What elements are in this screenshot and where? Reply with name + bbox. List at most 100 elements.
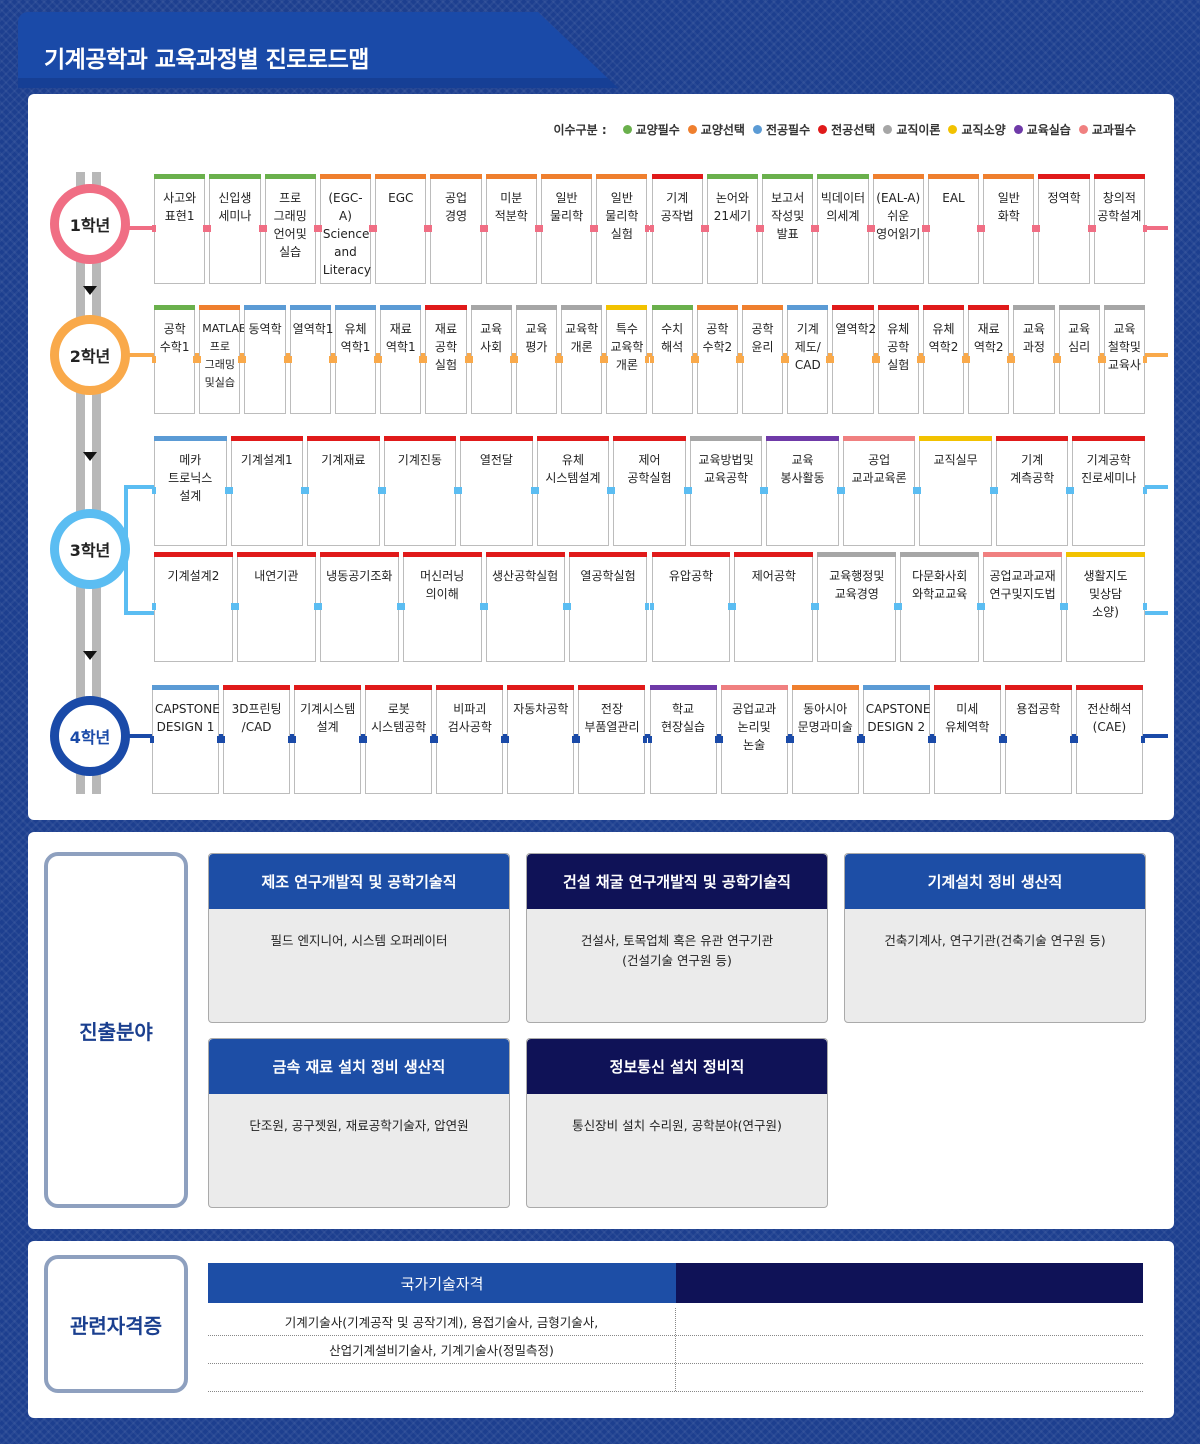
course-name-line: DESIGN 1: [156, 720, 215, 734]
careers-label-box: 진출분야: [44, 852, 188, 1208]
course-name-line: 교육공학: [703, 471, 749, 485]
course-category-bar: [877, 305, 919, 310]
course-category-bar: [383, 436, 457, 441]
course-category-bar: [1013, 305, 1055, 310]
cert-row: 기계기술사(기계공작 및 공작기계), 용접기술사, 금형기술사,: [208, 1308, 1143, 1336]
connector-nub: [993, 487, 998, 494]
year-3a-line: [124, 485, 154, 489]
course-category-bar: [568, 552, 648, 557]
connector-nub: [262, 225, 267, 232]
course-card: 빅데이터 의세계: [815, 174, 871, 284]
course-category-bar: [817, 552, 897, 557]
connector-nub: [649, 603, 654, 610]
year-1-label: 1학년: [69, 216, 111, 235]
course-name-line: 보고서: [771, 191, 805, 205]
course-name-line: 용접공학: [1016, 702, 1061, 716]
course-category-bar: [154, 436, 227, 441]
connector-nub: [374, 356, 379, 363]
course-name-line: 공학: [434, 340, 458, 354]
course-card: (EAL-A) 쉬운 영어읽기: [870, 174, 926, 284]
course-name-line: 트로닉스: [168, 471, 213, 485]
connector-nub: [317, 225, 322, 232]
course-card: 열역학2: [830, 305, 876, 414]
course-category-bar: [485, 552, 565, 557]
course-category-bar: [983, 552, 1063, 557]
connector-nub: [479, 225, 484, 232]
connector-nub: [728, 603, 733, 610]
connector-nub: [764, 487, 769, 494]
connector-nub: [576, 736, 581, 743]
course-card: 유압공학: [649, 552, 733, 662]
course-category-bar: [995, 436, 1069, 441]
course-name-line: 기계설계2: [167, 569, 220, 583]
course-name-line: 부품열관리: [584, 720, 640, 734]
connector-nub: [966, 356, 971, 363]
course-card: 머신러닝 의이해: [400, 552, 484, 662]
course-category-bar: [919, 436, 992, 441]
connector-nub: [509, 356, 514, 363]
connector-nub: [381, 487, 386, 494]
course-category-bar: [832, 305, 874, 310]
course-name-line: 언어및: [273, 227, 307, 241]
course-category-bar: [933, 685, 1001, 690]
career-title: 제조 연구개발직 및 공학기술직: [209, 854, 509, 909]
course-category-bar: [199, 305, 241, 310]
course-card: 전산해석 (CAE): [1073, 685, 1145, 794]
connector-nub: [369, 225, 374, 232]
connector-nub: [815, 603, 820, 610]
course-card: 교육행정및 교육경영: [815, 552, 899, 662]
course-category-bar: [375, 174, 427, 179]
connector-nub: [645, 356, 650, 363]
course-name-line: 기계진동: [397, 453, 442, 467]
cert-table-header: 국가기술자격: [208, 1263, 1143, 1303]
course-card: 재료 역학1: [378, 305, 424, 414]
course-name-line: 설계: [179, 489, 202, 503]
course-category-bar: [613, 436, 686, 441]
course-name-line: (EGC-A): [328, 191, 363, 223]
course-name-line: 물리학: [550, 209, 584, 223]
career-card: 정보통신 설치 정비직 통신장비 설치 수리원, 공학분야(연구원): [526, 1038, 828, 1208]
connector-nub: [875, 356, 880, 363]
connector-nub: [230, 603, 235, 610]
course-name-line: DESIGN 2: [867, 720, 926, 734]
course-category-bar: [425, 305, 467, 310]
course-name-line: 교육: [525, 322, 548, 336]
connector-nub: [700, 225, 705, 232]
course-name-line: 시스템공학: [371, 720, 427, 734]
course-category-bar: [334, 305, 377, 310]
course-name-line: (EAL-A): [876, 191, 921, 205]
course-category-bar: [154, 174, 206, 179]
course-name-line: 문명과미술: [797, 720, 853, 734]
connector-nub: [718, 736, 723, 743]
connector-nub: [607, 487, 612, 494]
course-card: 교육 평가: [513, 305, 560, 414]
course-name-line: 정역학: [1047, 191, 1081, 205]
connector-nub: [1011, 356, 1016, 363]
connector-nub: [483, 603, 488, 610]
title-banner: [18, 12, 618, 88]
connector-nub: [152, 603, 156, 610]
course-name-line: (CAE): [1092, 720, 1127, 734]
course-name-line: 실험: [610, 227, 633, 241]
course-name-line: 열공학실험: [580, 569, 636, 583]
course-name-line: 머신러닝: [420, 569, 465, 583]
course-name-line: 프로: [279, 191, 302, 205]
course-category-bar: [154, 305, 196, 310]
course-category-bar: [319, 174, 372, 179]
connector-nub: [234, 603, 239, 610]
course-category-bar: [1093, 174, 1145, 179]
course-name-line: 유체: [561, 453, 584, 467]
course-name-line: 소양): [1092, 605, 1119, 619]
connector-nub: [430, 736, 435, 743]
course-category-bar: [1058, 305, 1100, 310]
connector-nub: [197, 356, 202, 363]
connector-nub: [454, 487, 459, 494]
connector-nub: [1052, 356, 1057, 363]
course-card: 기계설계2: [152, 552, 235, 662]
course-category-bar: [817, 174, 869, 179]
course-name-line: 논어와: [715, 191, 749, 205]
course-name-line: 공작법: [660, 209, 694, 223]
course-name-line: 물리학: [605, 209, 639, 223]
connector-nub: [217, 736, 222, 743]
course-name-line: 일반: [555, 191, 578, 205]
